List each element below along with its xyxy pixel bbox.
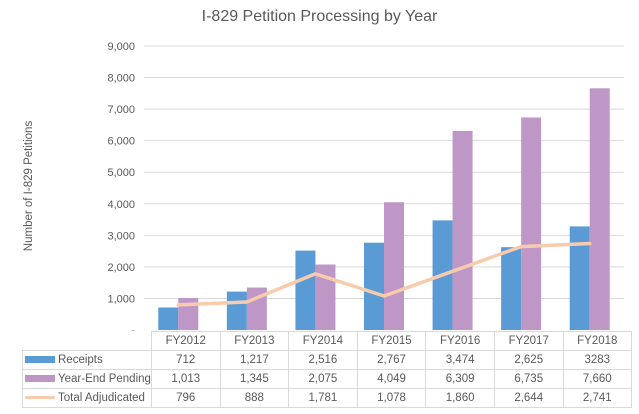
legend-entry: Receipts bbox=[22, 350, 152, 370]
table-cell: 2,767 bbox=[356, 350, 427, 370]
table-header-fy2013: FY2013 bbox=[219, 331, 290, 351]
y-tick-label: 8,000 bbox=[107, 73, 135, 85]
line-series bbox=[176, 241, 592, 307]
table-cell: 3,474 bbox=[425, 350, 495, 370]
bar-year-end-pending-fy2015 bbox=[384, 202, 404, 330]
table-cell: 2,625 bbox=[493, 350, 564, 370]
y-tick-label: 5,000 bbox=[107, 167, 135, 179]
table-cell: 1,217 bbox=[219, 350, 290, 370]
chart-plot-area: - 1,000 2,000 3,000 4,000 5,000 6,000 7,000 8,00… bbox=[107, 41, 624, 331]
legend-label: Total Adjudicated bbox=[58, 392, 145, 404]
table-cell: 6,309 bbox=[425, 369, 495, 389]
bar-year-end-pending-fy2014 bbox=[315, 264, 336, 330]
y-tick-label: 1,000 bbox=[107, 293, 135, 305]
table-corner bbox=[22, 331, 152, 351]
table-row: Year-End Pending 1,013 1,345 2,075 4,049 6,30… bbox=[22, 369, 633, 389]
legend-entry: Year-End Pending bbox=[22, 369, 152, 389]
bar-year-end-pending-fy2016 bbox=[452, 130, 473, 330]
table-header-fy2016: FY2016 bbox=[425, 331, 495, 351]
legend-entry: Total Adjudicated bbox=[22, 388, 152, 408]
table-header-fy2015: FY2015 bbox=[356, 331, 427, 351]
bar-receipts-fy2018 bbox=[569, 226, 590, 330]
bar-receipts-fy2017 bbox=[501, 247, 522, 330]
table-cell: 1,860 bbox=[425, 388, 495, 408]
bar-receipts-fy2013 bbox=[226, 291, 247, 330]
bar-series bbox=[158, 88, 610, 331]
table-cell: 3283 bbox=[562, 350, 633, 370]
table-header-row: FY2012 FY2013 FY2014 FY2015 FY2016 FY2017 FY20… bbox=[22, 331, 633, 351]
table-header-fy2012: FY2012 bbox=[150, 331, 221, 351]
y-tick-label: 4,000 bbox=[107, 199, 135, 211]
legend-swatch bbox=[25, 356, 55, 364]
table-header-fy2017: FY2017 bbox=[493, 331, 564, 351]
bar-receipts-fy2012 bbox=[158, 307, 179, 330]
chart-title: I-829 Petition Processing by Year bbox=[201, 8, 438, 25]
legend-label: Year-End Pending bbox=[58, 373, 151, 385]
table-cell: 2,644 bbox=[493, 388, 564, 408]
table-cell: 2,075 bbox=[288, 369, 358, 389]
legend-swatch bbox=[25, 396, 55, 400]
data-table: FY2012 FY2013 FY2014 FY2015 FY2016 FY2017 FY20… bbox=[22, 331, 633, 408]
table-cell: 888 bbox=[219, 388, 290, 408]
legend-label: Receipts bbox=[58, 354, 103, 366]
y-tick-label: - bbox=[131, 325, 135, 331]
table-cell: 2,741 bbox=[562, 388, 633, 408]
table-cell: 4,049 bbox=[356, 369, 427, 389]
table-header-fy2014: FY2014 bbox=[288, 331, 358, 351]
y-tick-label: 2,000 bbox=[107, 262, 135, 274]
table-cell: 712 bbox=[150, 350, 221, 370]
y-tick-label: 7,000 bbox=[107, 104, 135, 116]
bar-receipts-fy2015 bbox=[364, 242, 384, 330]
table-cell: 1,345 bbox=[219, 369, 290, 389]
line-total-adjudicated bbox=[176, 241, 592, 307]
y-tick-label: 9,000 bbox=[107, 41, 135, 53]
table-cell: 796 bbox=[150, 388, 221, 408]
bar-year-end-pending-fy2018 bbox=[589, 88, 610, 330]
table-cell: 1,078 bbox=[356, 388, 427, 408]
y-axis-ticks: - 1,000 2,000 3,000 4,000 5,000 6,000 7,000 8,00… bbox=[107, 41, 135, 331]
table-cell: 6,735 bbox=[493, 369, 564, 389]
table-header-fy2018: FY2018 bbox=[562, 331, 633, 351]
y-tick-label: 3,000 bbox=[107, 230, 135, 242]
table-cell: 1,781 bbox=[288, 388, 358, 408]
table-cell: 1,013 bbox=[150, 369, 221, 389]
table-row: Receipts 712 1,217 2,516 2,767 3,474 2,625 3283 bbox=[22, 350, 633, 370]
table-row: Total Adjudicated 796 888 1,781 1,078 1,860 2,… bbox=[22, 388, 633, 408]
legend-swatch bbox=[25, 375, 55, 383]
bar-year-end-pending-fy2017 bbox=[521, 117, 542, 331]
table-cell: 7,660 bbox=[562, 369, 633, 389]
bar-receipts-fy2014 bbox=[295, 250, 316, 330]
y-tick-label: 6,000 bbox=[107, 136, 135, 148]
table-cell: 2,516 bbox=[288, 350, 358, 370]
